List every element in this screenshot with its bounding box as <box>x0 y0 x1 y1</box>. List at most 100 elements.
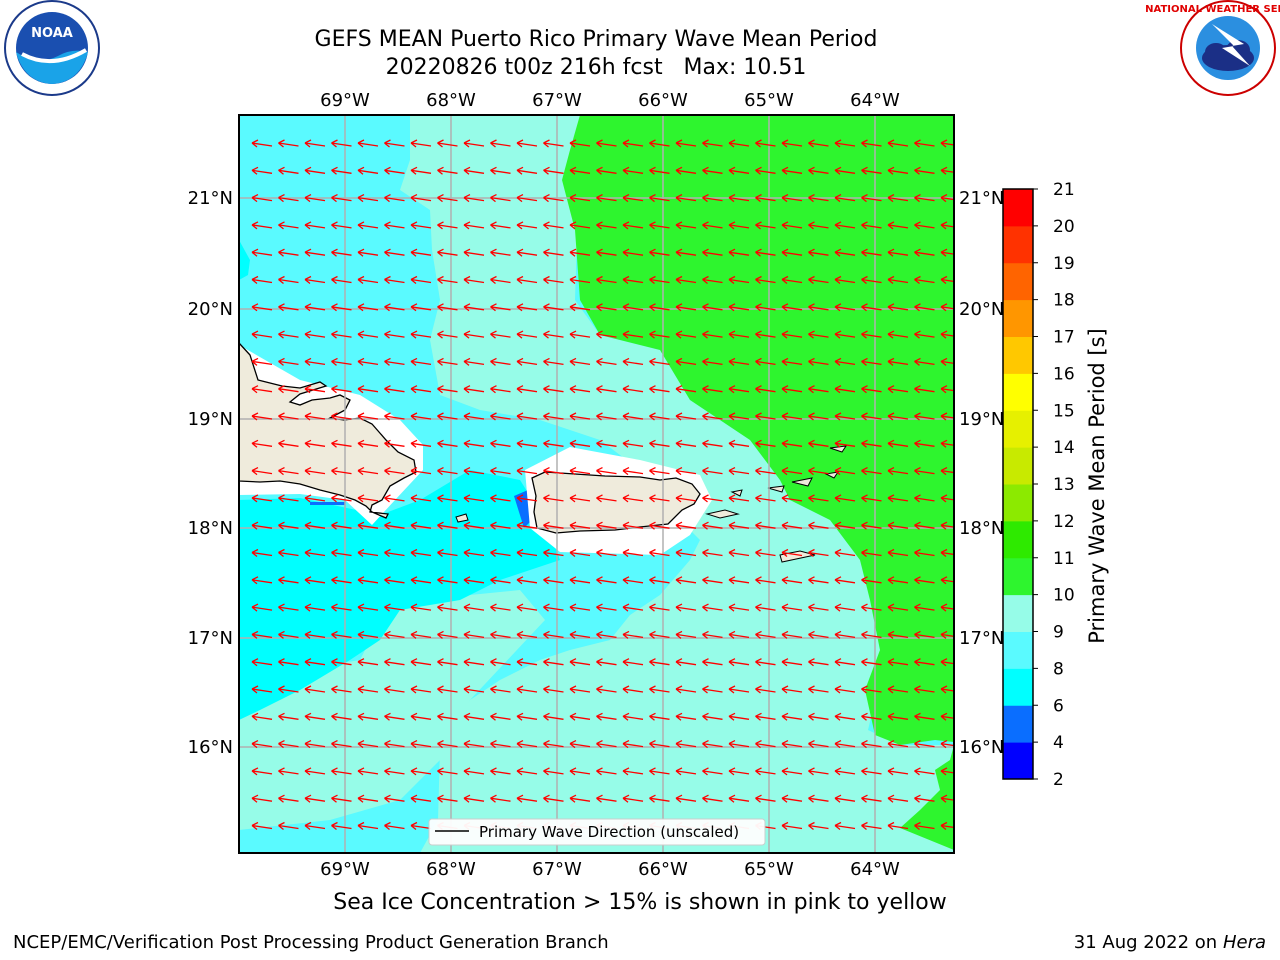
colorbar-segment <box>1003 225 1033 264</box>
colorbar-tick-label: 11 <box>1053 549 1075 569</box>
wave-direction-arrow <box>887 221 909 230</box>
wave-direction-arrow <box>649 439 670 448</box>
gridlines <box>239 115 954 853</box>
wave-direction-arrow <box>437 139 458 148</box>
lon-label: 68°W <box>426 859 476 880</box>
wave-direction-arrow <box>463 139 485 148</box>
wave-direction-arrow <box>675 139 697 148</box>
wave-direction-arrow <box>331 439 352 448</box>
wave-direction-arrow <box>463 194 485 203</box>
wave-direction-arrow <box>304 139 326 148</box>
wave-direction-arrow <box>437 521 458 530</box>
wave-direction-arrow <box>516 194 538 203</box>
wave-direction-arrow <box>755 385 776 394</box>
wave-direction-arrow <box>755 658 776 667</box>
wave-direction-arrow <box>569 275 591 285</box>
wave-direction-arrow <box>808 412 829 421</box>
wave-direction-arrow <box>278 630 299 639</box>
wave-direction-arrow <box>940 221 954 230</box>
wave-direction-arrow <box>887 603 909 612</box>
wave-direction-arrow <box>410 821 432 831</box>
wave-direction-arrow <box>490 712 511 721</box>
wave-direction-arrow <box>410 467 432 476</box>
wave-direction-arrow <box>463 658 485 667</box>
wave-direction-arrow <box>463 248 485 257</box>
colorbar-segment <box>1003 189 1033 227</box>
wave-direction-arrow <box>569 412 591 421</box>
wave-direction-arrow <box>357 494 379 503</box>
wave-direction-arrow <box>543 248 564 257</box>
wave-direction-arrow <box>437 166 458 175</box>
wave-direction-arrow <box>490 248 511 257</box>
wave-direction-arrow <box>596 439 617 448</box>
wave-direction-arrow <box>437 221 458 230</box>
wave-direction-arrow <box>251 385 273 394</box>
wave-direction-arrow <box>384 603 405 612</box>
wave-direction-arrow <box>516 221 538 230</box>
wave-direction-arrow <box>728 548 750 558</box>
wave-direction-arrow <box>861 357 882 366</box>
wave-direction-arrow <box>596 248 617 257</box>
wave-direction-arrow <box>728 467 750 476</box>
wave-direction-arrow <box>675 330 697 339</box>
wave-direction-arrow <box>755 548 776 558</box>
lat-label: 16°N <box>188 737 233 758</box>
wave-direction-arrow <box>887 548 909 558</box>
wave-direction-arrow <box>755 603 776 612</box>
colorbar-segment <box>1003 410 1033 448</box>
wave-direction-arrow <box>490 412 511 421</box>
wave-direction-arrow <box>728 139 750 148</box>
wave-direction-arrow <box>887 194 909 203</box>
wave-direction-arrow <box>543 740 564 749</box>
wave-direction-arrow <box>861 166 882 175</box>
wave-direction-arrow <box>569 166 591 175</box>
wave-direction-arrow <box>384 439 405 448</box>
wave-direction-arrow <box>357 194 379 203</box>
wave-direction-arrow <box>410 603 432 612</box>
wave-direction-arrow <box>649 685 670 694</box>
wave-direction-arrow <box>304 439 326 448</box>
wave-direction-arrow <box>463 330 485 339</box>
wave-direction-arrow <box>675 521 697 530</box>
wave-direction-arrow <box>675 494 697 503</box>
wave-direction-arrow <box>543 767 564 776</box>
wave-direction-arrow <box>410 740 432 749</box>
wave-direction-arrow <box>278 521 299 530</box>
wave-direction-arrow <box>410 521 432 530</box>
wave-direction-arrow <box>702 794 723 803</box>
wave-direction-arrow <box>675 275 697 285</box>
wave-direction-arrow <box>516 385 538 394</box>
wave-direction-arrow <box>463 275 485 285</box>
wave-direction-arrow <box>278 248 299 257</box>
wave-direction-arrow <box>622 139 644 148</box>
colorbar-tick-label: 18 <box>1053 291 1075 311</box>
lon-label: 65°W <box>744 90 794 111</box>
wave-direction-arrow <box>384 412 405 421</box>
date-stamp: 31 Aug 2022 on Hera <box>1074 932 1266 953</box>
wave-direction-arrow <box>410 357 432 366</box>
wave-direction-arrow <box>596 275 617 285</box>
wave-direction-arrow <box>357 603 379 612</box>
wave-direction-arrow <box>649 494 670 503</box>
wave-direction-arrow <box>728 166 750 175</box>
wave-direction-arrow <box>887 439 909 448</box>
wave-direction-arrow <box>781 330 803 339</box>
tortola-island <box>791 477 813 487</box>
wave-direction-arrow <box>543 521 564 530</box>
wave-direction-arrow <box>887 412 909 421</box>
wave-direction-arrow <box>516 576 538 585</box>
colorbar-tick-label: 15 <box>1053 401 1075 421</box>
wave-direction-arrow <box>304 794 326 803</box>
wave-direction-arrow <box>331 521 352 530</box>
wave-direction-arrow <box>331 794 352 803</box>
wave-direction-arrow <box>755 685 776 694</box>
wave-direction-arrow <box>357 767 379 776</box>
wave-direction-arrow <box>304 521 326 530</box>
wave-direction-arrow <box>649 630 670 639</box>
wave-direction-arrow <box>861 439 882 448</box>
colorbar-segment <box>1003 336 1033 374</box>
wave-direction-arrow <box>834 275 856 285</box>
wave-direction-arrow <box>702 194 723 203</box>
wave-direction-arrow <box>622 357 644 366</box>
wave-direction-arrow <box>781 221 803 230</box>
